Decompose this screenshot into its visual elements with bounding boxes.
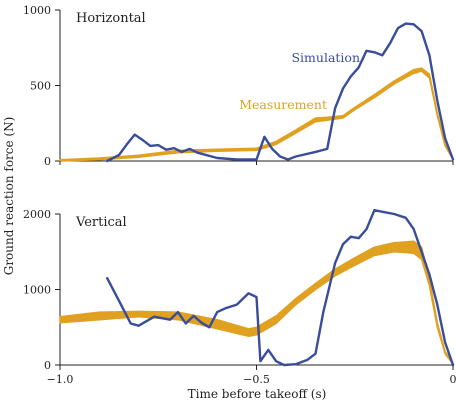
x-axis: −1.0 −0.5 0 [47,161,456,386]
y-tick-label: 1000 [23,4,51,17]
y-tick-label: 2000 [23,208,51,221]
x-axis-title: Time before takeoff (s) [188,387,327,401]
panel-title: Horizontal [76,11,146,26]
y-tick-label: 500 [30,80,51,93]
panel-title: Vertical [75,215,127,230]
measurement-band [59,67,454,162]
y-axis-title: Ground reaction force (N) [2,117,16,276]
horizontal-panel: 0 500 1000 Horizontal Simulation Measurement [23,4,455,168]
y-tick-label: 0 [44,155,51,168]
y-tick-label: 1000 [23,284,51,297]
measurement-label: Measurement [239,97,327,112]
simulation-line [106,209,455,367]
x-tick-label: −1.0 [47,373,74,386]
simulation-label: Simulation [291,50,360,65]
x-tick-label: −0.5 [243,373,270,386]
vertical-panel: 0 1000 2000 Vertical [23,208,455,372]
simulation-line [106,22,455,163]
y-tick-label: 0 [44,359,51,372]
x-tick-label: 0 [450,373,456,386]
